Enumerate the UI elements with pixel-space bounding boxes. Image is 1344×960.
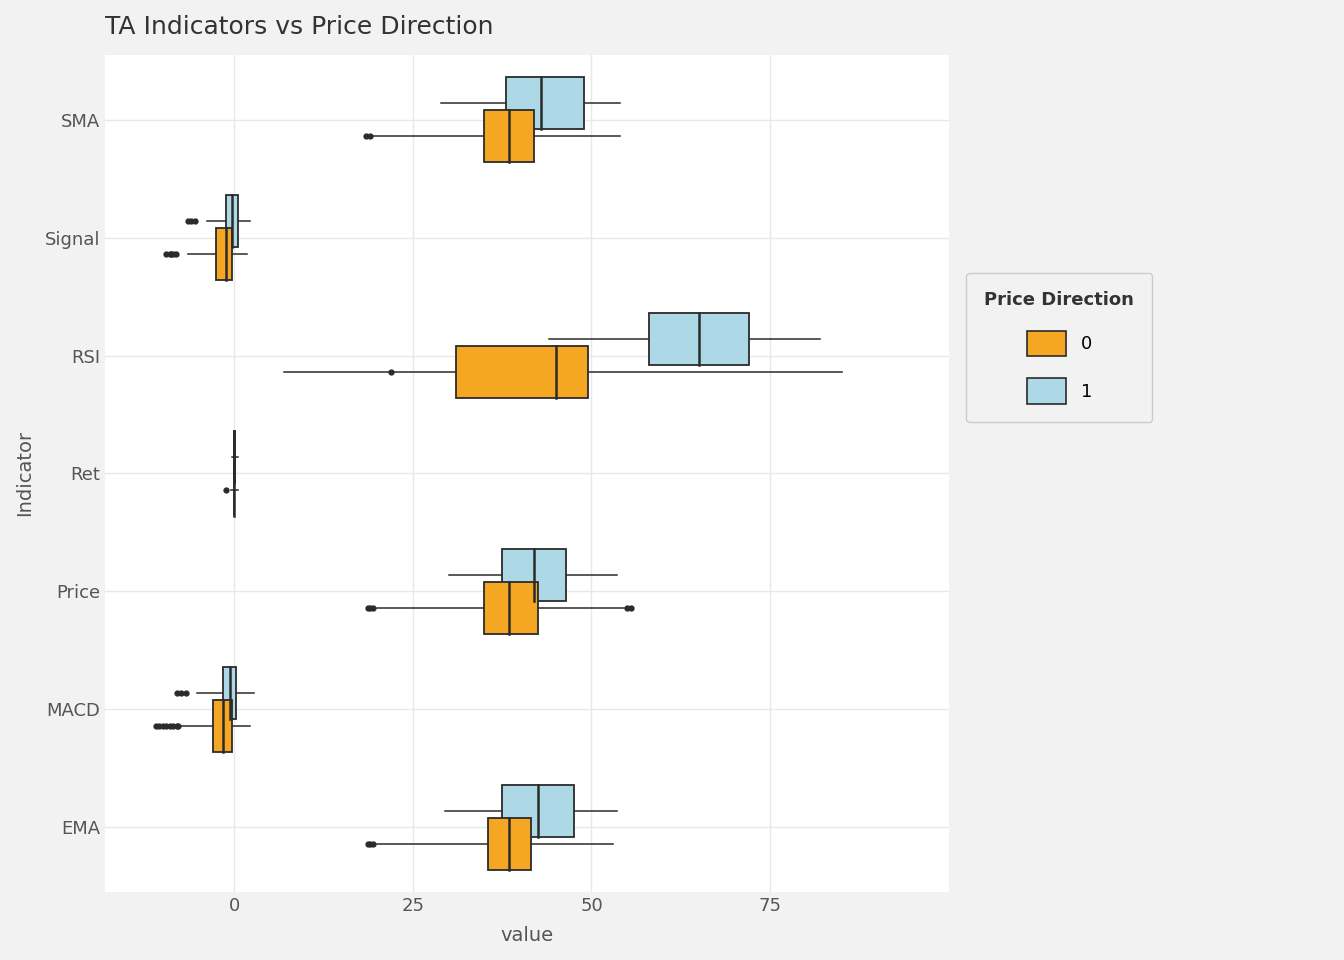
- Bar: [212, 700, 233, 752]
- Bar: [649, 313, 749, 365]
- Bar: [505, 77, 585, 129]
- Text: TA Indicators vs Price Direction: TA Indicators vs Price Direction: [105, 15, 495, 39]
- Bar: [484, 110, 535, 162]
- Bar: [488, 818, 531, 870]
- Y-axis label: Indicator: Indicator: [15, 430, 34, 516]
- X-axis label: value: value: [500, 926, 554, 945]
- Bar: [484, 582, 538, 634]
- Bar: [456, 347, 587, 398]
- Bar: [216, 228, 233, 280]
- Bar: [503, 784, 574, 836]
- Bar: [226, 195, 238, 247]
- Bar: [223, 667, 237, 719]
- Legend: 0, 1: 0, 1: [966, 274, 1152, 421]
- Bar: [503, 549, 566, 601]
